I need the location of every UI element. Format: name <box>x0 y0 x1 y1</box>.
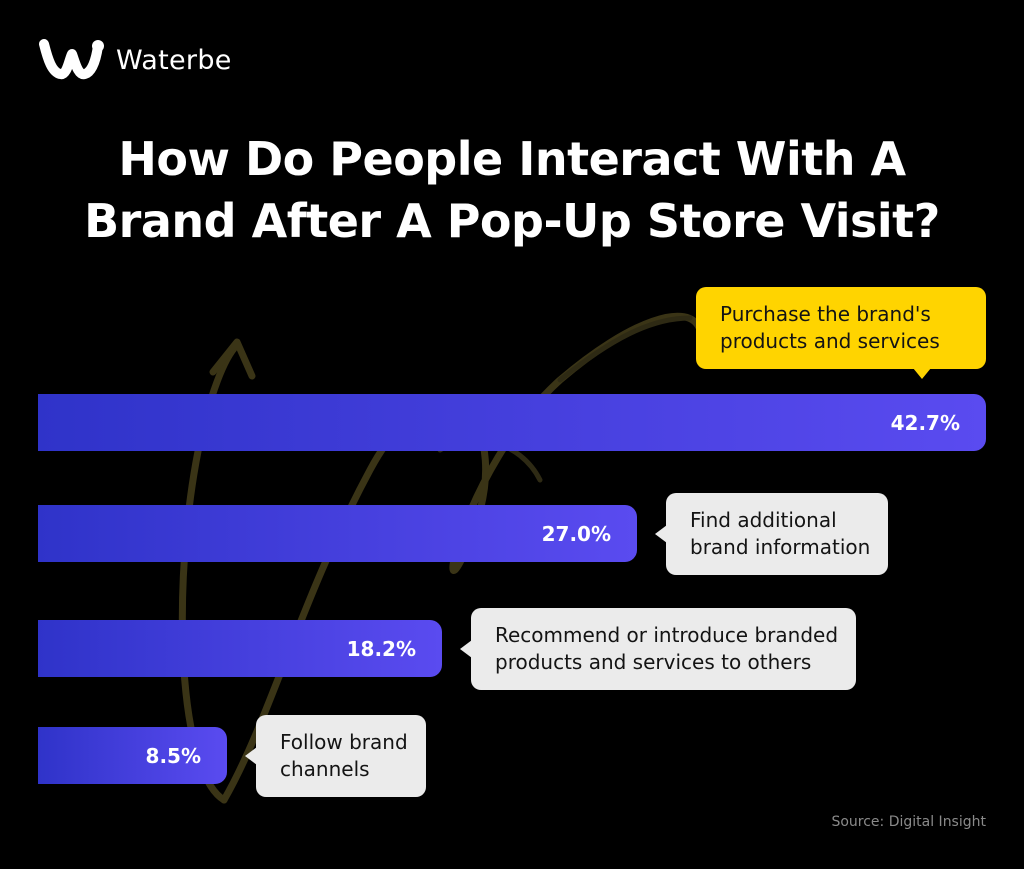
chart-title: How Do People Interact With A Brand Afte… <box>0 128 1024 252</box>
source-note: Source: Digital Insight <box>831 814 986 830</box>
category-label-2: Find additional brand information <box>690 507 871 559</box>
bar-value-label-1: 42.7% <box>890 410 960 435</box>
chart-title-line-1: How Do People Interact With A <box>118 132 906 186</box>
category-callout-1: Purchase the brand's products and servic… <box>696 287 986 379</box>
bar-4: 8.5% <box>38 727 227 784</box>
bar-value-label-4: 8.5% <box>145 743 201 768</box>
category-label-4: Follow brand channels <box>280 729 408 781</box>
category-callout-3: Recommend or introduce branded products … <box>459 607 857 690</box>
bar-2: 27.0% <box>38 505 637 562</box>
bar-value-label-3: 18.2% <box>346 636 416 661</box>
waterbe-w-logo-icon <box>39 39 104 80</box>
bar-3: 18.2% <box>38 620 442 677</box>
brand-header: Waterbe <box>38 38 232 82</box>
brand-name: Waterbe <box>116 44 232 76</box>
category-label-3: Recommend or introduce branded products … <box>495 622 839 674</box>
category-callout-2: Find additional brand information <box>654 492 889 575</box>
bar-value-label-2: 27.0% <box>541 521 611 546</box>
category-label-1: Purchase the brand's products and servic… <box>720 302 940 353</box>
chart-title-line-2: Brand After A Pop-Up Store Visit? <box>84 194 940 248</box>
category-callout-4: Follow brand channels <box>245 714 426 797</box>
bar-1: 42.7% <box>38 394 986 451</box>
